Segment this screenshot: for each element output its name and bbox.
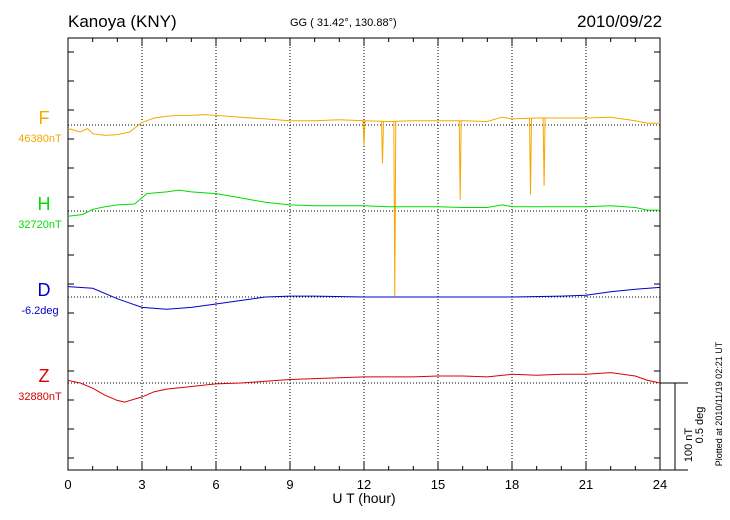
series-spike-f bbox=[393, 121, 397, 297]
series-line-f bbox=[67, 114, 660, 136]
series-name-f: F bbox=[39, 108, 50, 128]
x-tick-label: 24 bbox=[653, 477, 667, 492]
grid-lines bbox=[68, 38, 660, 470]
series-baseline-h: 32720nT bbox=[18, 219, 62, 231]
x-axis-label: U T (hour) bbox=[332, 490, 395, 506]
series-baseline-z: 32880nT bbox=[18, 391, 62, 403]
series-lines bbox=[67, 114, 661, 403]
series-spike-f bbox=[458, 120, 462, 200]
x-tick-label: 9 bbox=[286, 477, 293, 492]
x-tick-label: 21 bbox=[579, 477, 593, 492]
series-line-d bbox=[67, 286, 661, 310]
x-tick-label: 0 bbox=[64, 477, 71, 492]
series-line-z bbox=[67, 372, 661, 403]
plotted-timestamp: Plotted at 2010/11/19 02:21 UT bbox=[714, 341, 724, 466]
x-tick-label: 3 bbox=[138, 477, 145, 492]
series-baseline-d: -6.2deg bbox=[21, 305, 58, 317]
series-name-d: D bbox=[38, 280, 51, 300]
x-tick-label: 6 bbox=[212, 477, 219, 492]
series-name-z: Z bbox=[39, 366, 50, 386]
scale-label-deg: 0.5 deg bbox=[694, 407, 706, 444]
station-title: Kanoya (KNY) bbox=[68, 12, 177, 31]
series-spike-f bbox=[362, 120, 366, 146]
series-line-h bbox=[67, 189, 660, 217]
series-spike-f bbox=[529, 118, 532, 195]
y-ticks bbox=[68, 51, 660, 459]
series-labels: F 46380nT H 32720nT D -6.2deg Z 32880nT bbox=[18, 108, 62, 403]
coordinates-label: GG ( 31.42°, 130.88°) bbox=[290, 17, 397, 29]
scale-label-nt: 100 nT bbox=[683, 428, 695, 463]
x-tick-label: 12 bbox=[357, 477, 371, 492]
series-name-h: H bbox=[38, 194, 51, 214]
series-baseline-f: 46380nT bbox=[18, 133, 62, 145]
series-spike-f bbox=[542, 117, 546, 186]
date-label: 2010/09/22 bbox=[577, 12, 663, 31]
x-ticks: 0 3 6 9 12 15 18 21 24 bbox=[64, 38, 667, 492]
x-tick-label: 15 bbox=[431, 477, 445, 492]
series-spike-f bbox=[381, 121, 384, 164]
x-tick-label: 18 bbox=[505, 477, 519, 492]
